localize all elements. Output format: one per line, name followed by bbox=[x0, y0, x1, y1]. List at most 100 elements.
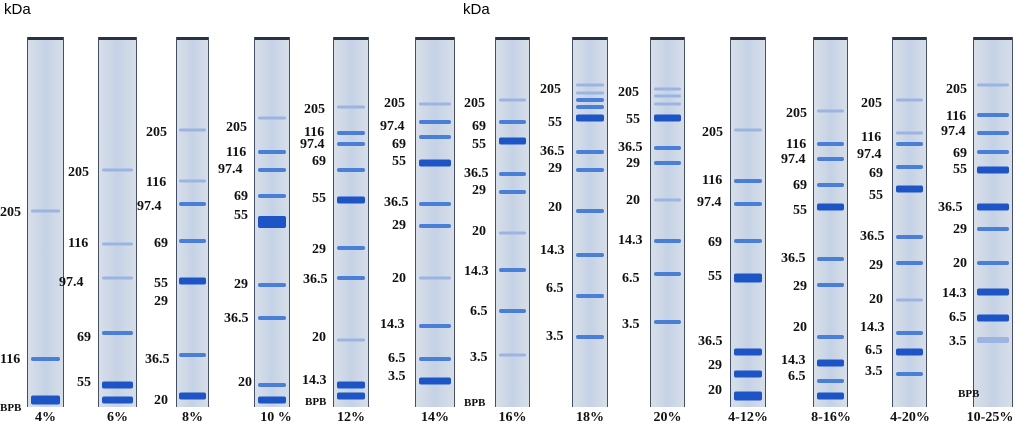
band-69 bbox=[257, 194, 287, 199]
marker-label: 36.5 bbox=[860, 229, 885, 244]
band-3-5 bbox=[653, 319, 682, 324]
marker-label: 36.5 bbox=[303, 272, 328, 287]
band-36-5 bbox=[336, 275, 366, 280]
marker-label: 116 bbox=[786, 137, 807, 152]
marker-label: 29 bbox=[548, 161, 562, 176]
marker-label: 29 bbox=[626, 156, 640, 171]
marker-label: 20 bbox=[392, 271, 406, 286]
gel-lane-10-25pct bbox=[973, 37, 1013, 407]
gel-lane-12pct bbox=[333, 37, 369, 407]
band-36-5 bbox=[179, 353, 206, 358]
lane-percent-label: 4-12% bbox=[728, 410, 768, 425]
band-29 bbox=[733, 370, 763, 378]
band-69 bbox=[816, 183, 845, 187]
band-14-3 bbox=[336, 381, 366, 389]
marker-label: 205 bbox=[304, 102, 325, 117]
band-205 bbox=[30, 209, 61, 213]
band-14-3 bbox=[977, 288, 1009, 296]
band-205 bbox=[257, 116, 287, 120]
band-20 bbox=[336, 338, 366, 342]
marker-label: 36.5 bbox=[384, 195, 409, 210]
marker-label: 36.5 bbox=[145, 352, 170, 367]
band-55 bbox=[336, 196, 366, 204]
marker-label: 14.3 bbox=[302, 373, 327, 388]
marker-label: 3.5 bbox=[388, 369, 406, 384]
band-29 bbox=[336, 245, 366, 250]
band-3-5 bbox=[498, 353, 527, 357]
marker-label: 29 bbox=[793, 279, 807, 294]
marker-label: 3.5 bbox=[546, 329, 564, 344]
band-97-4 bbox=[179, 201, 206, 206]
band-205-a bbox=[575, 83, 605, 87]
marker-label: 205 bbox=[0, 205, 21, 220]
band-97-4 bbox=[101, 276, 134, 279]
band-205-c bbox=[653, 102, 682, 106]
gel-lane-20pct bbox=[650, 37, 685, 407]
marker-label: 36.5 bbox=[938, 200, 963, 215]
band-116 bbox=[977, 112, 1009, 117]
band-20 bbox=[575, 208, 605, 213]
marker-label: 20 bbox=[708, 383, 722, 398]
band-205 bbox=[179, 128, 206, 131]
marker-label: 55 bbox=[793, 203, 807, 218]
marker-label: 97.4 bbox=[941, 124, 966, 139]
band-55 bbox=[895, 185, 924, 193]
band-69 bbox=[895, 164, 924, 169]
band-14-3 bbox=[575, 253, 605, 258]
band-dye-front bbox=[257, 396, 287, 404]
marker-label: 20 bbox=[238, 375, 252, 390]
marker-label: 97.4 bbox=[380, 119, 405, 134]
band-dye-front bbox=[336, 392, 366, 400]
marker-label: 69 bbox=[793, 178, 807, 193]
band-116 bbox=[101, 242, 134, 246]
marker-label: 3.5 bbox=[470, 350, 488, 365]
band-3-5 bbox=[895, 371, 924, 376]
gel-lane-8pct bbox=[176, 37, 209, 407]
band-116 bbox=[179, 179, 206, 183]
marker-label: 14.3 bbox=[464, 264, 489, 279]
band-36-5 bbox=[419, 201, 451, 206]
band-14-3 bbox=[895, 331, 924, 335]
marker-label: 14.3 bbox=[942, 286, 967, 301]
marker-label: 3.5 bbox=[865, 364, 883, 379]
marker-label: 36.5 bbox=[618, 140, 643, 155]
marker-label: 69 bbox=[953, 146, 967, 161]
marker-label: 205 bbox=[786, 106, 807, 121]
marker-label: 3.5 bbox=[622, 317, 640, 332]
marker-label: 14.3 bbox=[781, 353, 806, 368]
lane-percent-label: 10-25% bbox=[966, 410, 1014, 425]
band-55 bbox=[816, 203, 845, 211]
gel-lane-6pct bbox=[98, 37, 137, 407]
band-36-5 bbox=[575, 149, 605, 154]
bpb-label: BPB bbox=[0, 402, 22, 414]
marker-label: 55 bbox=[77, 375, 91, 390]
marker-label: 205 bbox=[68, 165, 89, 180]
band-205-b bbox=[575, 91, 605, 94]
band-20 bbox=[498, 231, 527, 235]
marker-label: 55 bbox=[869, 188, 883, 203]
marker-label: 20 bbox=[793, 320, 807, 335]
band-20 bbox=[733, 391, 763, 401]
band-205-a bbox=[653, 87, 682, 91]
band-97-4 bbox=[419, 120, 451, 125]
lane-percent-label: 14% bbox=[421, 410, 449, 425]
lane-percent-label: 6% bbox=[107, 410, 128, 425]
kda-unit-label-left: kDa bbox=[4, 1, 31, 18]
band-205 bbox=[816, 109, 845, 113]
band-20 bbox=[179, 392, 206, 400]
band-6-5 bbox=[575, 294, 605, 298]
marker-label: 116 bbox=[304, 125, 325, 140]
band-55 bbox=[575, 114, 605, 122]
band-69 bbox=[336, 168, 366, 173]
band-20 bbox=[816, 334, 845, 339]
band-3-5 bbox=[575, 334, 605, 339]
band-69 bbox=[419, 134, 451, 139]
band-205 bbox=[336, 105, 366, 109]
marker-label: 69 bbox=[708, 235, 722, 250]
band-205 bbox=[977, 83, 1009, 87]
marker-label: 36.5 bbox=[698, 334, 723, 349]
band-dye-front bbox=[101, 396, 134, 404]
lane-percent-label: 12% bbox=[337, 410, 365, 425]
gel-lane-10pct bbox=[254, 37, 290, 407]
